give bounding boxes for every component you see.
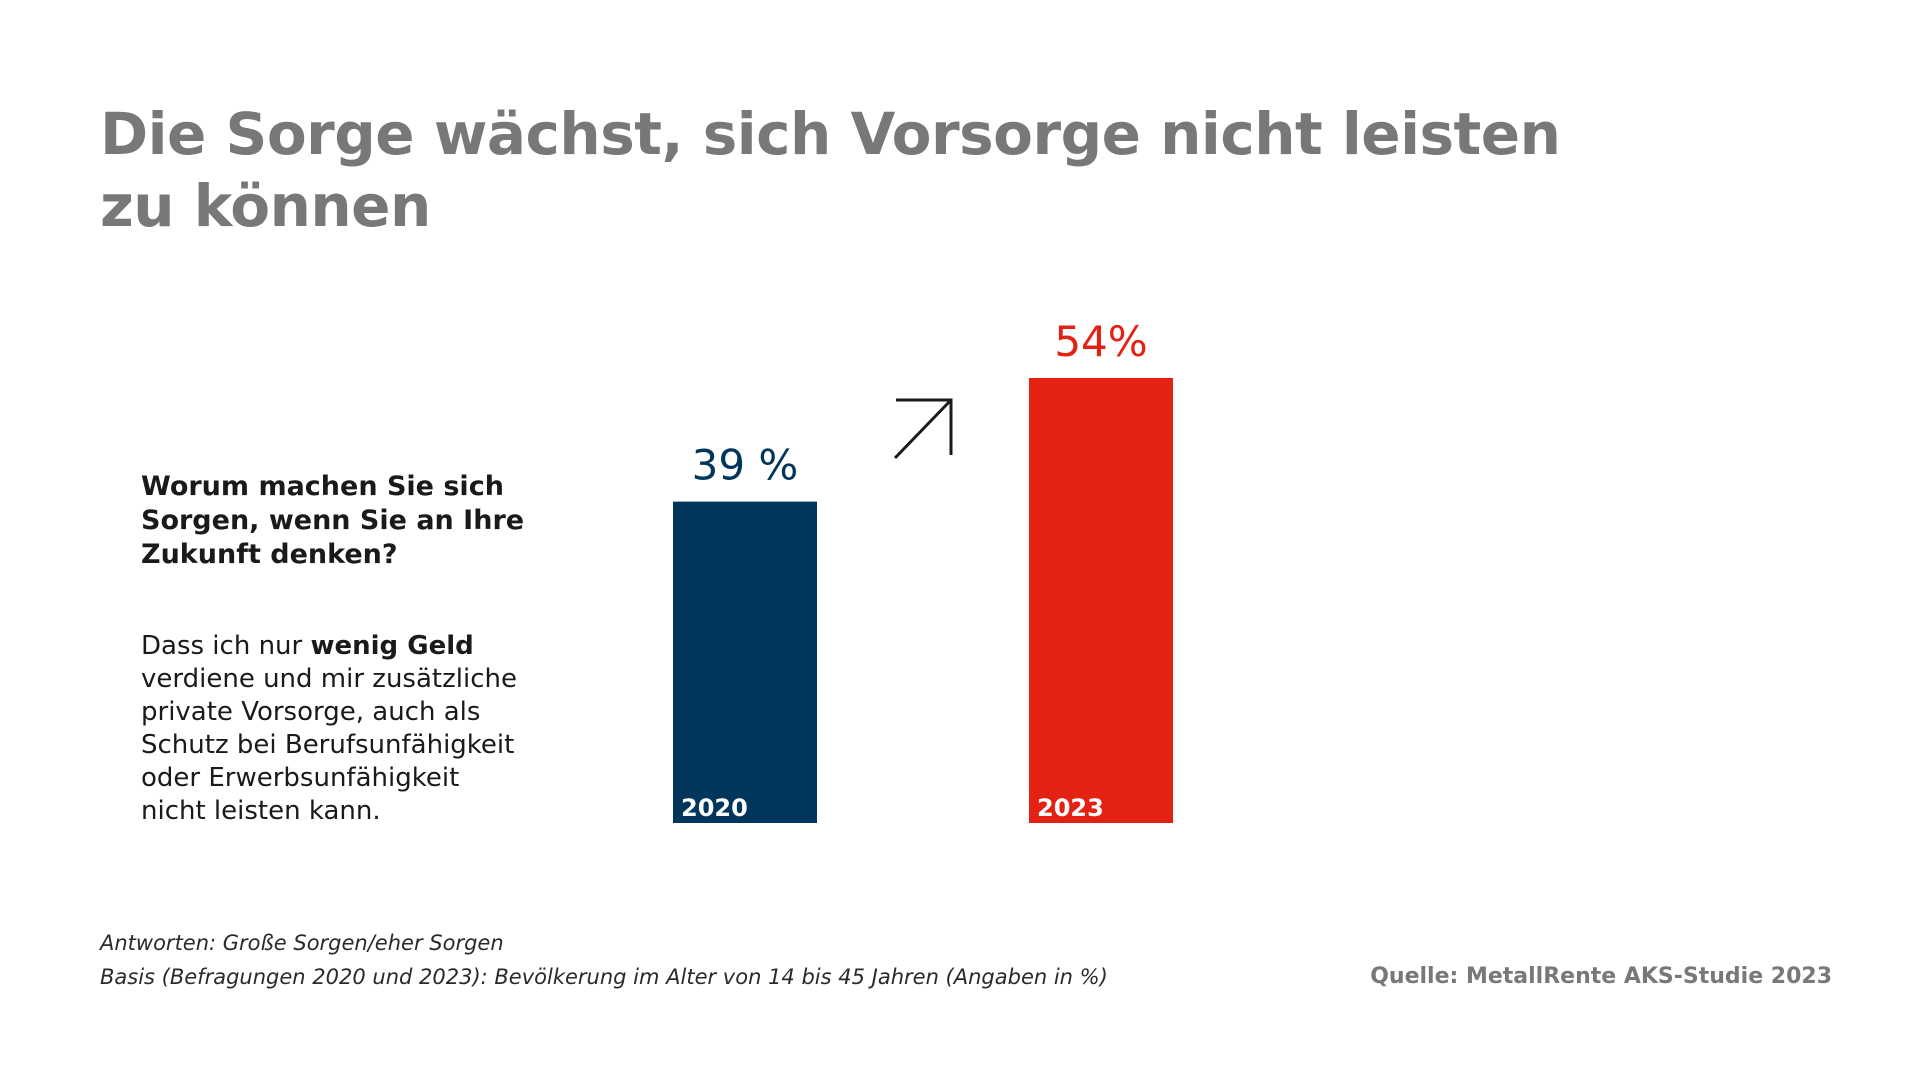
answer-line-6: nicht leisten kann. <box>141 796 381 826</box>
answer-line-1: Dass ich nur wenig Geld <box>141 630 581 663</box>
question-line-1: Worum machen Sie sich <box>141 471 504 502</box>
footnote-answers: Antworten: Große Sorgen/eher Sorgen <box>100 931 504 955</box>
bar-category-label-2023: 2023 <box>1037 794 1104 822</box>
answer-line-1-text: Dass ich nur <box>141 631 311 661</box>
chart-title: Die Sorge wächst, sich Vorsorge nicht le… <box>100 98 1600 242</box>
answer-line-4: Schutz bei Berufsunfähigkeit <box>141 730 515 760</box>
question-line-3: Zukunft denken? <box>141 539 398 570</box>
answer-emphasis: wenig Geld <box>310 631 474 661</box>
survey-question: Worum machen Sie sich Sorgen, wenn Sie a… <box>141 470 561 572</box>
answer-line-5: oder Erwerbsunfähigkeit <box>141 763 460 793</box>
footnote-basis: Basis (Befragungen 2020 und 2023): Bevöl… <box>100 965 1108 989</box>
answer-line-2: verdiene und mir zusätzliche <box>141 664 517 694</box>
title-line-1: Die Sorge wächst, sich Vorsorge nicht le… <box>100 100 1561 168</box>
bar-value-label-2023: 54% <box>1054 317 1147 366</box>
bar-value-label-2020: 39 % <box>692 441 799 490</box>
bar-2020 <box>673 501 817 823</box>
source-note: Quelle: MetallRente AKS-Studie 2023 <box>1370 964 1832 989</box>
question-line-2: Sorgen, wenn Sie an Ihre <box>141 505 525 536</box>
bar-2023 <box>1029 378 1173 823</box>
bars-layer: 2020 39 % 2023 54% <box>673 317 1173 823</box>
survey-answer: Dass ich nur wenig Geld verdiene und mir… <box>141 630 581 828</box>
bar-category-label-2020: 2020 <box>681 794 748 822</box>
title-line-2: zu können <box>100 172 431 240</box>
arrow-up-right-icon <box>893 398 953 460</box>
answer-line-3: private Vorsorge, auch als <box>141 697 481 727</box>
